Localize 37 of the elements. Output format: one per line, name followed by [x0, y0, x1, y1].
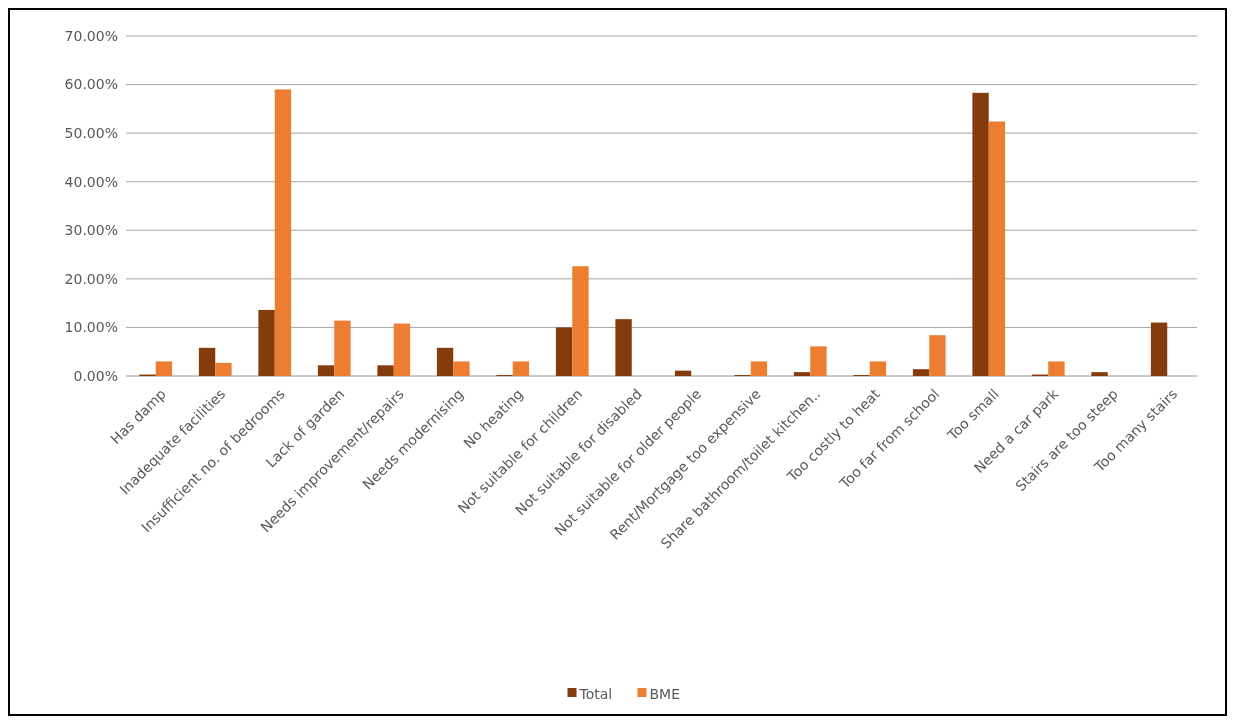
legend-label: Total: [578, 685, 613, 702]
bar: [512, 361, 530, 376]
bar: [869, 361, 887, 376]
bar: [436, 347, 454, 376]
y-tick-label: 30.00%: [64, 222, 118, 239]
bar: [317, 365, 335, 376]
bar: [1091, 372, 1108, 376]
bar: [793, 372, 811, 376]
y-tick-label: 0.00%: [73, 367, 118, 384]
y-tick-label: 40.00%: [64, 173, 118, 190]
y-tick-label: 20.00%: [64, 270, 118, 287]
bar: [453, 361, 470, 376]
bar: [258, 309, 275, 376]
bar: [555, 327, 573, 376]
bar: [972, 92, 989, 376]
bar: [912, 369, 930, 376]
bar: [929, 335, 946, 376]
y-tick-label: 50.00%: [64, 125, 118, 142]
y-tick-label: 70.00%: [64, 27, 118, 44]
bar: [334, 320, 351, 376]
bar: [810, 346, 827, 376]
bar: [274, 89, 292, 376]
bar: [377, 365, 394, 376]
bar: [674, 370, 692, 376]
bar: [1150, 322, 1168, 376]
bar: [215, 362, 232, 376]
y-tick-label: 10.00%: [64, 319, 118, 336]
bar: [750, 361, 768, 376]
bar: [572, 266, 589, 376]
y-tick-label: 60.00%: [64, 76, 118, 93]
bar: [615, 319, 632, 376]
legend-label: BME: [649, 685, 681, 702]
bar: [198, 347, 216, 376]
bar: [155, 361, 173, 376]
bar: [988, 121, 1006, 376]
bar: [393, 323, 411, 376]
bar: [1048, 361, 1065, 376]
